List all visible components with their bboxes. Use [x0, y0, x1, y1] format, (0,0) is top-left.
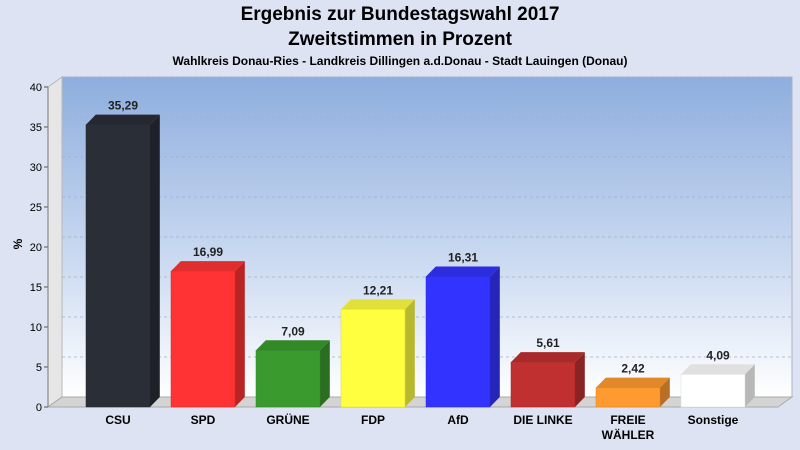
- bar-side: [490, 266, 500, 407]
- bar-side: [320, 340, 330, 407]
- chart-region-subtitle: Wahlkreis Donau-Ries - Landkreis Dilling…: [172, 54, 628, 68]
- bar-front: [170, 270, 236, 408]
- bar-top: [681, 364, 755, 375]
- bar-sonstige: [680, 364, 755, 408]
- bar-top: [341, 299, 415, 310]
- bar-value-label: 35,29: [108, 99, 138, 113]
- bar-value-label: 4,09: [706, 348, 730, 362]
- bar-side: [660, 377, 670, 407]
- bar-top: [256, 340, 330, 351]
- bar-top: [86, 114, 160, 125]
- bar-value-label: 16,31: [448, 251, 478, 265]
- bar-side: [575, 352, 585, 407]
- bar-top: [171, 261, 245, 272]
- bar-top: [426, 266, 500, 277]
- bar-side: [150, 114, 160, 408]
- plot-side-wall: [47, 76, 63, 408]
- y-tick-label: 40: [30, 82, 42, 94]
- chart-title: Ergebnis zur Bundestagswahl 2017: [240, 4, 560, 25]
- bar-die-linke: [510, 352, 585, 408]
- bar-value-label: 5,61: [536, 336, 560, 350]
- bar-front: [680, 374, 746, 408]
- chart-subtitle: Zweitstimmen in Prozent: [288, 29, 512, 50]
- bar-spd: [170, 261, 245, 408]
- bar-grüne: [255, 340, 330, 408]
- bar-side: [235, 261, 245, 407]
- bar-value-label: 7,09: [281, 324, 305, 338]
- bar-side: [405, 299, 415, 407]
- y-tick-label: 15: [30, 282, 42, 294]
- y-tick-label: 20: [30, 242, 42, 254]
- bar-side: [745, 364, 755, 407]
- y-tick-label: 5: [36, 362, 42, 374]
- bar-front: [595, 387, 661, 408]
- bar-value-label: 2,42: [621, 362, 645, 376]
- bar-fdp: [340, 299, 415, 408]
- x-category-label: Sonstige: [688, 413, 739, 427]
- x-category-label: SPD: [191, 413, 216, 427]
- bar-top: [596, 377, 670, 388]
- bar-front: [425, 276, 491, 408]
- y-tick-label: 35: [30, 122, 42, 134]
- bar-csu: [85, 114, 160, 408]
- x-category-label: AfD: [447, 413, 469, 427]
- bar-front: [255, 350, 321, 408]
- x-category-label: FDP: [361, 413, 385, 427]
- y-tick-label: 25: [30, 202, 42, 214]
- plot-floor: [46, 396, 794, 408]
- x-category-label: CSU: [105, 413, 130, 427]
- y-tick-label: 0: [36, 402, 42, 414]
- bar-value-label: 12,21: [363, 283, 393, 297]
- bar-front: [85, 124, 151, 408]
- bar-front: [510, 361, 576, 408]
- bar-afd: [425, 266, 500, 408]
- x-category-label: DIE LINKE: [513, 413, 572, 427]
- x-category-label: WÄHLER: [602, 427, 655, 442]
- x-category-label: GRÜNE: [266, 412, 309, 427]
- bar-value-label: 16,99: [193, 245, 223, 259]
- bar-top: [511, 352, 585, 363]
- y-axis-label: %: [11, 238, 25, 249]
- bar-front: [340, 309, 406, 408]
- bar-freie-wähler: [595, 377, 670, 408]
- x-category-label: FREIE: [610, 413, 645, 427]
- y-tick-label: 30: [30, 162, 42, 174]
- y-tick-label: 10: [30, 322, 42, 334]
